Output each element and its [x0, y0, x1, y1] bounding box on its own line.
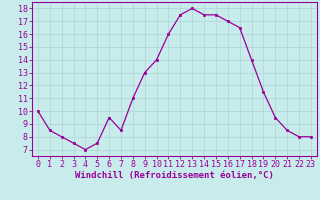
- X-axis label: Windchill (Refroidissement éolien,°C): Windchill (Refroidissement éolien,°C): [75, 171, 274, 180]
